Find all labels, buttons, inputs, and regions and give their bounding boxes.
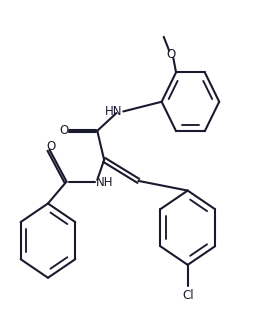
Text: HN: HN	[104, 105, 122, 118]
Text: Cl: Cl	[182, 289, 193, 302]
Text: O: O	[46, 141, 55, 153]
Text: O: O	[60, 124, 69, 137]
Text: O: O	[166, 48, 175, 61]
Text: NH: NH	[96, 176, 113, 189]
